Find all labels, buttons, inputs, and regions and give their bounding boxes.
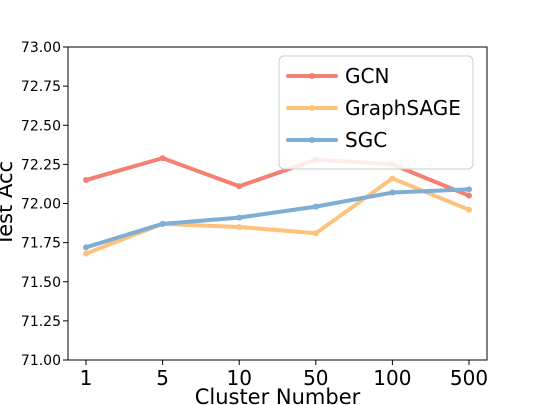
data-point-sgc — [83, 244, 89, 251]
y-tick-label: 71.25 — [21, 314, 61, 330]
x-tick-label: 5 — [156, 366, 169, 390]
series-line-graphsage — [84, 176, 471, 256]
y-tick-label: 71.00 — [21, 353, 61, 369]
data-point-graphsage — [236, 223, 243, 230]
data-point-gcn — [159, 155, 166, 162]
x-tick-label: 1 — [80, 366, 93, 390]
series-line-gcn — [84, 156, 471, 198]
data-point-graphsage — [83, 250, 89, 257]
y-axis-ticks: 71.00 71.25 71.50 71.75 72.00 72.25 72.50 72.75… — [21, 40, 68, 369]
data-point-sgc — [312, 203, 319, 210]
y-tick-label: 72.75 — [21, 79, 61, 95]
data-point-gcn — [236, 183, 243, 190]
x-tick-label: 100 — [373, 366, 411, 390]
data-point-gcn — [83, 177, 89, 184]
y-tick-label: 73.00 — [21, 40, 61, 56]
y-tick-label: 72.00 — [21, 197, 61, 213]
legend: GCN GraphSAGE SGC — [278, 55, 474, 170]
x-tick-label: 50 — [303, 366, 328, 390]
y-tick-label: 71.50 — [21, 275, 61, 291]
legend-label-graphsage: GraphSAGE — [345, 96, 461, 120]
y-tick-label: 71.75 — [21, 236, 61, 252]
legend-label-gcn: GCN — [345, 64, 389, 88]
y-tick-label: 72.50 — [21, 118, 61, 134]
x-axis-label: Cluster Number — [195, 385, 361, 405]
data-point-sgc — [236, 214, 243, 221]
x-tick-label: 500 — [450, 366, 488, 390]
y-tick-label: 72.25 — [21, 157, 61, 173]
y-axis-label: Test Acc — [0, 161, 17, 247]
x-tick-label: 10 — [226, 366, 251, 390]
data-point-graphsage — [466, 206, 472, 213]
data-point-gcn — [466, 192, 472, 199]
data-point-graphsage — [389, 175, 396, 182]
data-point-graphsage — [312, 230, 319, 237]
legend-label-sgc: SGC — [345, 128, 387, 152]
x-axis-ticks: 1 5 10 50 100 500 — [80, 360, 488, 390]
legend-marker-graphsage — [309, 105, 315, 111]
series-line-sgc — [84, 187, 471, 250]
data-point-sgc — [466, 186, 472, 193]
data-point-sgc — [389, 189, 396, 196]
series-lines — [83, 155, 472, 257]
legend-marker-sgc — [309, 137, 315, 143]
data-point-sgc — [159, 220, 166, 227]
legend-marker-gcn — [309, 73, 315, 79]
